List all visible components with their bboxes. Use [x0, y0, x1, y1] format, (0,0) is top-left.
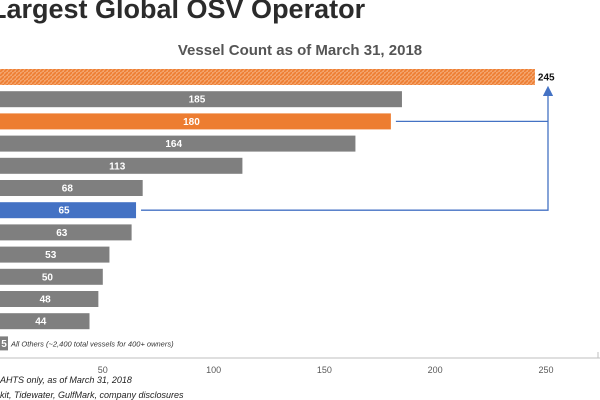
bar-10	[0, 291, 99, 307]
bar-2	[0, 113, 391, 130]
bar-12	[0, 336, 8, 351]
chart-subtitle: Vessel Count as of March 31, 2018	[177, 42, 423, 59]
bar-label-9: 50	[42, 272, 54, 283]
bar-label-12: 5	[1, 339, 7, 350]
footnote-sources: kit, Tidewater, GulfMark, company disclo…	[0, 390, 184, 400]
bar-8	[0, 246, 110, 263]
bar-label-1: 185	[189, 95, 206, 106]
x-tick-50: 50	[98, 365, 108, 375]
all-others-note: All Others (~2,400 total vessels for 400…	[10, 339, 174, 348]
x-tick-100: 100	[206, 365, 221, 375]
bar-6	[0, 202, 137, 219]
bar-label-2: 180	[183, 117, 200, 128]
bar-5	[0, 180, 143, 196]
bar-0	[0, 69, 535, 85]
footnote-scope: AHTS only, as of March 31, 2018	[0, 375, 132, 385]
bar-label-4: 113	[109, 161, 126, 172]
bar-label-6: 65	[58, 206, 70, 217]
bar-label-0: 245	[538, 73, 555, 84]
bracket-arrow-blue	[141, 85, 554, 211]
x-tick-250: 250	[538, 365, 553, 375]
page-title: Largest Global OSV Operator	[0, 0, 366, 24]
x-tick-200: 200	[428, 365, 443, 375]
bar-11	[0, 313, 90, 330]
bar-label-11: 44	[35, 317, 47, 328]
bar-label-5: 68	[62, 184, 74, 195]
x-tick-150: 150	[317, 365, 332, 375]
bar-label-10: 48	[40, 295, 52, 306]
x-axis: 50 100 150 200 250	[0, 352, 600, 375]
bar-label-7: 63	[56, 228, 68, 239]
annotations-group: All Others (~2,400 total vessels for 400…	[10, 85, 554, 348]
bar-9	[0, 268, 103, 285]
bar-1	[0, 91, 402, 108]
bar-label-3: 164	[165, 139, 182, 150]
bar-label-8: 53	[45, 250, 57, 261]
bar-7	[0, 224, 132, 241]
bar-3	[0, 135, 356, 152]
bar-4	[0, 157, 243, 174]
